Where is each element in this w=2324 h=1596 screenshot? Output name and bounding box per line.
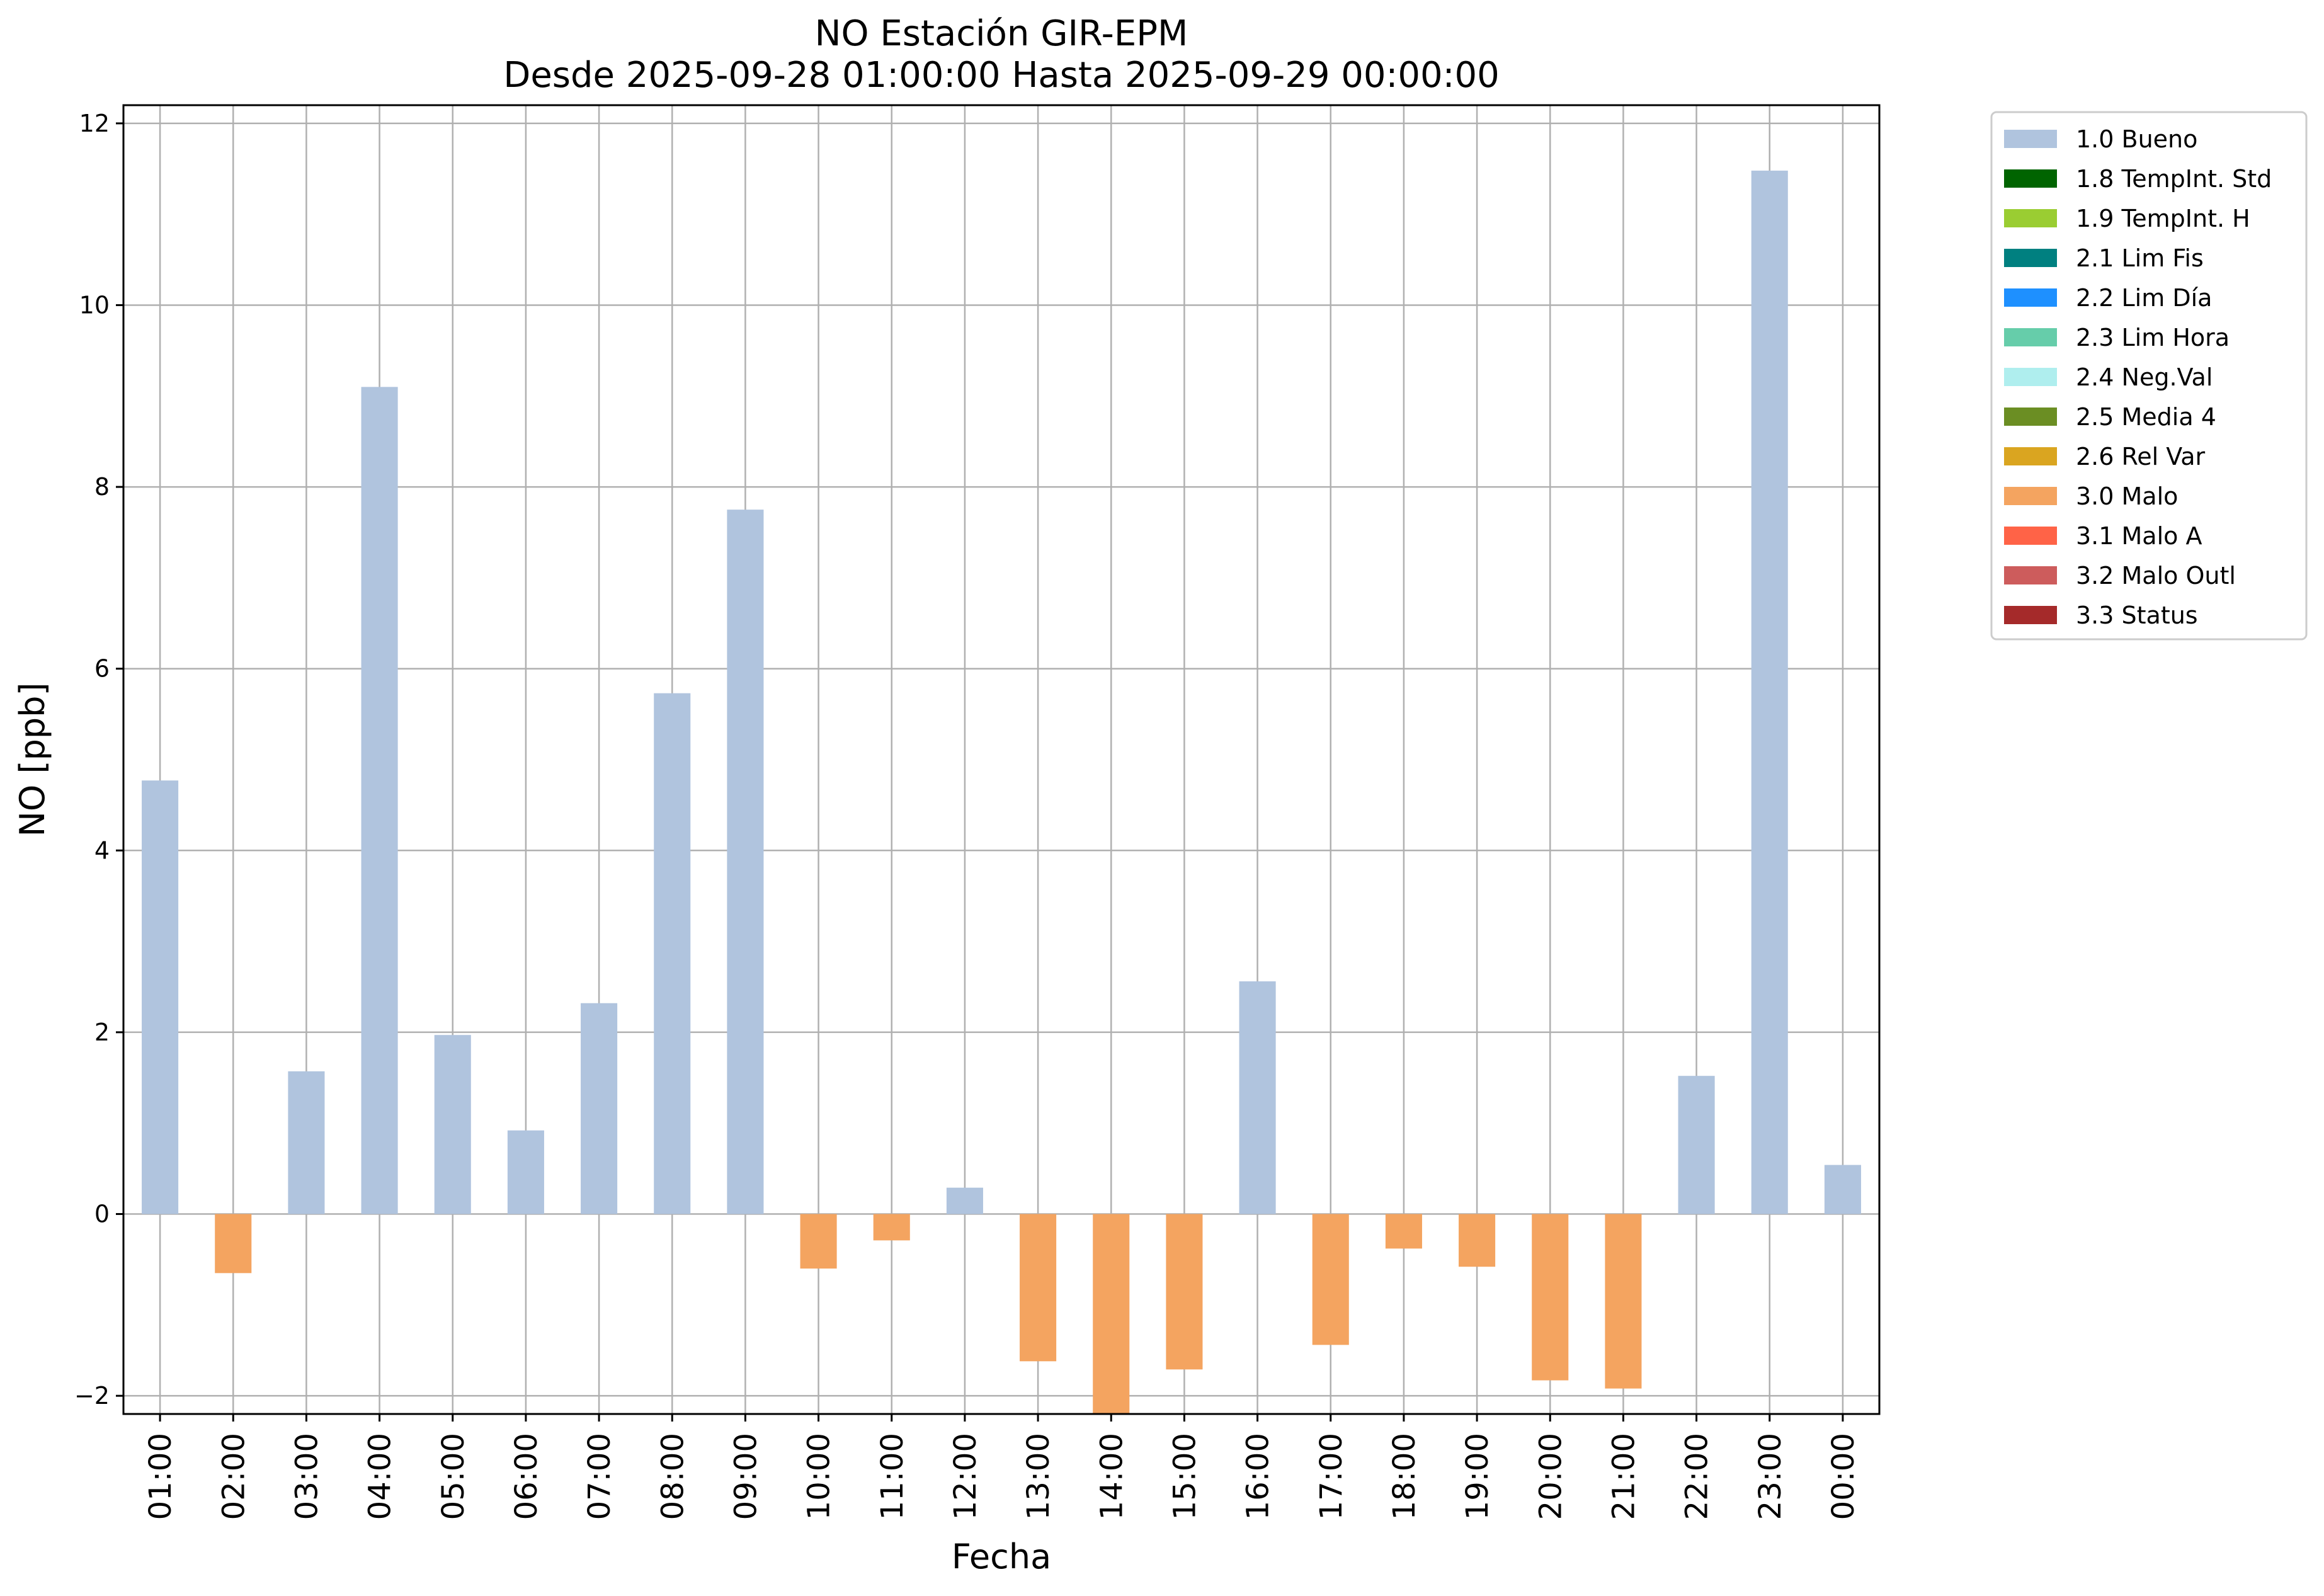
y-axis-label: NO [ppb] [13, 682, 52, 836]
bar-0700 [581, 1003, 618, 1214]
legend-label: 3.1 Malo A [2076, 522, 2202, 550]
bar-1100 [873, 1214, 910, 1241]
bar-1500 [1166, 1214, 1203, 1370]
x-tick-label: 05:00 [436, 1433, 471, 1520]
legend-label: 1.0 Bueno [2076, 125, 2197, 153]
legend-swatch [2004, 368, 2057, 386]
x-tick-label: 13:00 [1021, 1433, 1056, 1520]
legend-label: 2.3 Lim Hora [2076, 324, 2230, 351]
legend-box [1990, 111, 2308, 641]
legend-label: 3.2 Malo Outl [2076, 562, 2236, 590]
legend-label: 3.0 Malo [2076, 482, 2178, 510]
y-tick-label: 4 [94, 836, 110, 864]
y-tick-label: 2 [94, 1018, 110, 1046]
x-tick-label: 06:00 [509, 1433, 544, 1520]
x-tick-label: 19:00 [1460, 1433, 1495, 1520]
legend-swatch [2004, 249, 2057, 267]
x-tick-label: 09:00 [728, 1433, 763, 1520]
bar-0800 [654, 693, 691, 1214]
x-tick-label: 15:00 [1167, 1433, 1202, 1520]
bar-0600 [507, 1130, 544, 1214]
x-tick-label: 10:00 [802, 1433, 837, 1520]
legend-label: 2.4 Neg.Val [2076, 363, 2213, 391]
bar-2200 [1678, 1076, 1715, 1214]
x-tick-label: 12:00 [948, 1433, 983, 1520]
bar-1900 [1459, 1214, 1496, 1267]
legend-swatch [2004, 447, 2057, 465]
x-tick-label: 14:00 [1094, 1433, 1129, 1520]
x-tick-label: 20:00 [1533, 1433, 1568, 1520]
bar-0400 [361, 387, 398, 1214]
legend-label: 3.3 Status [2076, 601, 2198, 629]
chart-subtitle: Desde 2025-09-28 01:00:00 Hasta 2025-09-… [503, 55, 1500, 96]
y-tick-label: 0 [94, 1200, 110, 1228]
x-tick-label: 11:00 [875, 1433, 910, 1520]
y-tick-label: −2 [74, 1382, 110, 1410]
x-axis-label: Fecha [952, 1537, 1051, 1576]
x-tick-label: 08:00 [655, 1433, 690, 1520]
bar-0100 [142, 780, 179, 1214]
chart-title: NO Estación GIR-EPM [815, 13, 1188, 54]
legend-swatch [2004, 130, 2057, 148]
bar-1200 [946, 1187, 983, 1214]
x-tick-label: 00:00 [1826, 1433, 1861, 1520]
legend-swatch [2004, 487, 2057, 505]
bar-0900 [727, 510, 764, 1214]
bar-0000 [1824, 1165, 1861, 1214]
x-tick-label: 04:00 [363, 1433, 398, 1520]
x-tick-label: 16:00 [1241, 1433, 1276, 1520]
y-axis-ticks: −2 0 2 4 6 8 10 12 [74, 110, 123, 1410]
legend-swatch [2004, 209, 2057, 227]
legend: 1.0 Bueno 1.8 TempInt. Std 1.9 TempInt. H 2… [1990, 111, 2308, 641]
x-tick-label: 02:00 [216, 1433, 251, 1520]
y-tick-label: 8 [94, 473, 110, 501]
bar-2000 [1532, 1214, 1569, 1381]
legend-label: 1.8 TempInt. Std [2076, 165, 2272, 193]
y-tick-label: 10 [79, 291, 110, 319]
x-tick-label: 23:00 [1753, 1433, 1788, 1520]
legend-swatch [2004, 328, 2057, 346]
bar-2300 [1751, 170, 1788, 1214]
legend-swatch [2004, 169, 2057, 188]
x-tick-label: 03:00 [289, 1433, 324, 1520]
legend-label: 2.5 Media 4 [2076, 403, 2216, 431]
bar-1300 [1020, 1214, 1057, 1362]
x-tick-label: 22:00 [1680, 1433, 1715, 1520]
x-axis-ticks: 01:00 02:00 03:00 04:00 05:00 06:00 07:00 08:00… [143, 1414, 1861, 1520]
legend-swatch [2004, 288, 2057, 307]
x-tick-label: 21:00 [1606, 1433, 1641, 1520]
bar-0200 [215, 1214, 252, 1274]
legend-swatch [2004, 606, 2057, 624]
bar-1400 [1093, 1214, 1130, 1414]
plot-frame [122, 104, 1881, 1415]
bar-0300 [288, 1071, 325, 1214]
legend-label: 1.9 TempInt. H [2076, 205, 2250, 232]
bar-1700 [1312, 1214, 1349, 1345]
legend-label: 2.6 Rel Var [2076, 443, 2206, 470]
x-tick-label: 18:00 [1387, 1433, 1422, 1520]
y-tick-label: 12 [79, 110, 110, 137]
y-tick-label: 6 [94, 655, 110, 683]
bar-1000 [800, 1214, 837, 1269]
bar-2100 [1605, 1214, 1642, 1389]
legend-label: 2.1 Lim Fis [2076, 244, 2204, 272]
legend-swatch [2004, 408, 2057, 426]
legend-swatch [2004, 527, 2057, 545]
legend-swatch [2004, 566, 2057, 584]
bar-1800 [1385, 1214, 1422, 1249]
bar-0500 [434, 1035, 471, 1214]
x-tick-label: 07:00 [582, 1433, 617, 1520]
legend-label: 2.2 Lim Día [2076, 284, 2212, 312]
bar-1600 [1239, 981, 1276, 1214]
x-tick-label: 17:00 [1314, 1433, 1349, 1520]
bars [142, 170, 1861, 1414]
x-tick-label: 01:00 [143, 1433, 178, 1520]
